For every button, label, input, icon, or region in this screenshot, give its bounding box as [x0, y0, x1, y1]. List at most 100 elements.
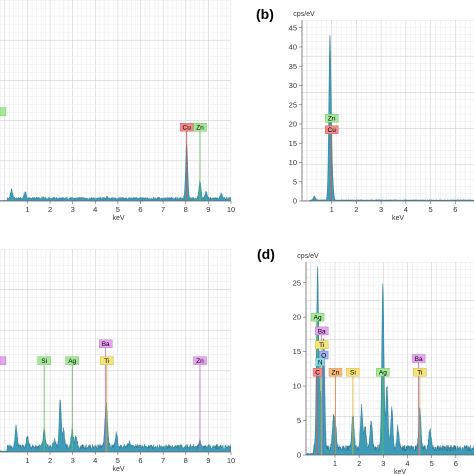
element-label: N	[318, 359, 323, 366]
element-marker	[315, 357, 325, 367]
x-axis-label: keV	[394, 469, 406, 474]
grid	[302, 20, 474, 201]
element-marker	[315, 326, 329, 336]
x-tick-label: 2	[354, 205, 358, 214]
element-label: Cu	[183, 125, 192, 132]
x-tick-label: 3	[379, 205, 383, 214]
x-tick-label: 6	[138, 456, 142, 465]
panel-label: (b)	[256, 6, 274, 22]
x-tick-label: 5	[116, 205, 120, 214]
x-tick-label: 4	[404, 205, 408, 214]
x-tick-label: 2	[357, 459, 361, 468]
element-label: C	[315, 370, 320, 377]
element-label: Ti	[319, 342, 324, 349]
element-label: Ba	[415, 356, 423, 363]
y-tick-label: 15	[293, 347, 301, 356]
element-label: Zn	[328, 116, 336, 123]
element-marker	[411, 354, 426, 363]
element-label: Zn	[332, 370, 340, 377]
y-tick-label: 40	[289, 43, 297, 52]
element-marker	[37, 356, 51, 365]
x-tick-label: 6	[138, 205, 142, 214]
y-tick-label: 10	[289, 158, 297, 167]
y-tick-label: 25	[289, 100, 297, 109]
element-label: Ba	[318, 328, 326, 335]
x-tick-label: 6	[453, 205, 457, 214]
x-tick-label: 1	[333, 459, 337, 468]
x-tick-label: 4	[405, 459, 409, 468]
element-marker	[0, 356, 7, 365]
x-tick-label: 3	[71, 205, 75, 214]
x-tick-label: 7	[161, 456, 165, 465]
y-tick-label: 0	[293, 197, 297, 206]
y-axis-label: cps/eV	[297, 253, 319, 260]
grid	[0, 249, 231, 452]
panel-d: Ag Ba Ti ONC Zn Si Ag Ba Ti 1 2 3 4 5 6 0 5 10 15 20 25 keV cp…	[257, 246, 474, 474]
element-marker	[413, 368, 427, 377]
element-label: Ag	[68, 358, 76, 365]
panel-label: (d)	[257, 246, 275, 262]
element-label: O	[321, 352, 326, 359]
element-label: Ag	[314, 315, 322, 322]
element-marker	[65, 356, 79, 365]
x-tick-label: 7	[161, 205, 165, 214]
y-tick-label: 35	[289, 62, 297, 71]
element-marker	[193, 356, 207, 365]
x-tick-label: 1	[25, 205, 29, 214]
grid	[306, 262, 474, 455]
x-tick-label: 5	[430, 459, 434, 468]
x-tick-label: 9	[206, 205, 210, 214]
element-marker	[376, 368, 390, 377]
element-label: Cu	[328, 127, 337, 134]
y-tick-label: 5	[293, 177, 297, 186]
panel-a: Cu Zn 1 2 3 4 5 6 7 8 9 10 keV	[0, 0, 235, 222]
element-marker	[98, 339, 113, 348]
x-tick-label: 1	[25, 456, 29, 465]
element-marker	[193, 123, 207, 132]
x-axis-label: keV	[112, 215, 124, 222]
element-label: Si	[350, 370, 356, 377]
x-tick-label: 4	[93, 456, 97, 465]
element-marker	[0, 107, 7, 116]
y-tick-label: 30	[289, 81, 297, 90]
element-marker	[100, 356, 114, 365]
element-label: Zn	[196, 125, 204, 132]
x-tick-label: 8	[184, 205, 188, 214]
element-label: Ti	[104, 358, 109, 365]
element-marker	[310, 312, 325, 322]
y-tick-label: 20	[293, 313, 301, 322]
y-tick-label: 5	[297, 416, 301, 425]
x-tick-label: 10	[227, 456, 235, 465]
x-tick-label: 2	[48, 456, 52, 465]
x-tick-label: 5	[428, 205, 432, 214]
spectrum-series	[306, 266, 474, 455]
x-tick-label: 5	[116, 456, 120, 465]
element-marker	[315, 340, 329, 349]
element-marker	[324, 114, 339, 123]
element-marker	[328, 368, 343, 377]
x-tick-label: 4	[93, 205, 97, 214]
spectrum-series	[0, 399, 231, 452]
x-axis-label: keV	[392, 215, 404, 222]
element-marker	[324, 125, 339, 134]
x-tick-label: 10	[227, 205, 235, 214]
element-marker	[312, 368, 323, 377]
y-axis-label: cps/eV	[293, 11, 315, 18]
spectrum-series	[0, 141, 231, 201]
x-tick-label: 6	[454, 459, 458, 468]
element-marker	[179, 123, 194, 132]
x-tick-label: 2	[48, 205, 52, 214]
y-tick-label: 0	[297, 451, 301, 460]
grid	[0, 0, 231, 201]
element-label: Si	[41, 358, 47, 365]
element-label: Zn	[196, 358, 204, 365]
y-tick-label: 20	[289, 120, 297, 129]
x-tick-label: 3	[381, 459, 385, 468]
y-tick-label: 15	[289, 139, 297, 148]
x-tick-label: 9	[206, 456, 210, 465]
element-label: Ag	[379, 370, 387, 377]
element-marker	[346, 368, 360, 377]
x-tick-label: 8	[184, 456, 188, 465]
